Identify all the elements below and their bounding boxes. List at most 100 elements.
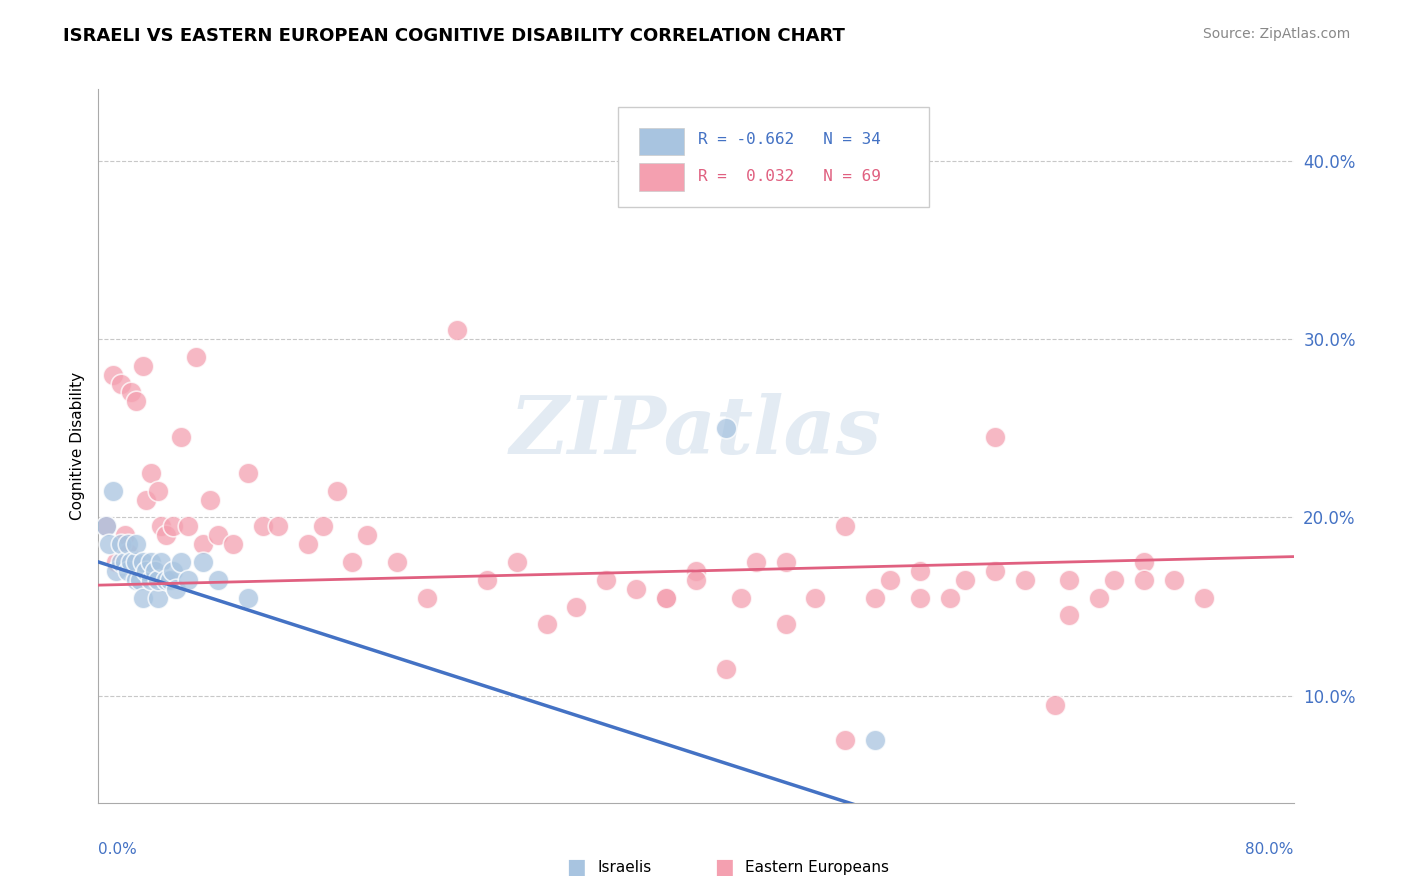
Point <box>326 483 349 498</box>
FancyBboxPatch shape <box>638 163 685 191</box>
Point <box>416 591 439 605</box>
Point <box>103 368 125 382</box>
Point <box>297 537 319 551</box>
Point <box>565 599 588 614</box>
Point <box>132 359 155 373</box>
Point <box>125 555 148 569</box>
Point <box>148 573 170 587</box>
Point <box>150 519 173 533</box>
Point <box>236 466 259 480</box>
Point <box>626 582 648 596</box>
Point <box>267 519 290 533</box>
Point <box>506 555 529 569</box>
Point <box>865 591 887 605</box>
Point <box>150 555 173 569</box>
Point <box>1059 608 1081 623</box>
Point <box>385 555 409 569</box>
Point <box>536 617 558 632</box>
FancyBboxPatch shape <box>619 107 929 207</box>
Point <box>775 617 797 632</box>
Point <box>879 573 901 587</box>
Text: R = -0.662   N = 34: R = -0.662 N = 34 <box>699 132 882 147</box>
Point <box>984 564 1007 578</box>
Point <box>1163 573 1185 587</box>
Point <box>132 591 155 605</box>
Point <box>207 528 229 542</box>
Point <box>191 555 214 569</box>
Point <box>191 537 214 551</box>
Point <box>129 573 152 587</box>
Point <box>356 528 378 542</box>
Point <box>105 555 128 569</box>
Point <box>865 733 887 747</box>
Point <box>114 555 136 569</box>
Text: ■: ■ <box>714 857 734 877</box>
Point <box>125 573 148 587</box>
Point <box>155 573 177 587</box>
Text: R =  0.032   N = 69: R = 0.032 N = 69 <box>699 169 882 184</box>
Point <box>110 555 132 569</box>
Point <box>159 573 181 587</box>
Point <box>165 582 187 596</box>
Point <box>252 519 274 533</box>
Point <box>114 528 136 542</box>
Point <box>177 573 200 587</box>
Point <box>148 483 170 498</box>
Point <box>110 376 132 391</box>
Point <box>97 537 120 551</box>
Point <box>1088 591 1111 605</box>
Point <box>148 591 170 605</box>
Point <box>132 555 155 569</box>
Point <box>117 546 139 560</box>
Point <box>177 519 200 533</box>
Text: Eastern Europeans: Eastern Europeans <box>745 860 889 874</box>
Point <box>446 323 468 337</box>
Point <box>1059 573 1081 587</box>
Point <box>804 591 827 605</box>
Text: ■: ■ <box>567 857 586 877</box>
Text: ISRAELI VS EASTERN EUROPEAN COGNITIVE DISABILITY CORRELATION CHART: ISRAELI VS EASTERN EUROPEAN COGNITIVE DI… <box>63 27 845 45</box>
Point <box>110 537 132 551</box>
Point <box>953 573 976 587</box>
Point <box>169 430 191 444</box>
Point <box>125 537 148 551</box>
Point <box>595 573 617 587</box>
Point <box>105 564 128 578</box>
Point <box>200 492 222 507</box>
Point <box>125 394 148 409</box>
Point <box>730 591 752 605</box>
Point <box>222 537 245 551</box>
Point <box>162 519 184 533</box>
Point <box>908 564 931 578</box>
Point <box>1014 573 1036 587</box>
Point <box>1043 698 1066 712</box>
Point <box>184 350 207 364</box>
Point <box>908 591 931 605</box>
Point <box>311 519 333 533</box>
Point <box>94 519 117 533</box>
FancyBboxPatch shape <box>638 128 685 155</box>
Point <box>236 591 259 605</box>
Text: Israelis: Israelis <box>598 860 652 874</box>
Point <box>135 492 157 507</box>
Point <box>207 573 229 587</box>
Point <box>117 537 139 551</box>
Point <box>475 573 498 587</box>
Point <box>139 573 162 587</box>
Point <box>939 591 962 605</box>
Point <box>1104 573 1126 587</box>
Point <box>775 555 797 569</box>
Text: 80.0%: 80.0% <box>1246 842 1294 857</box>
Point <box>685 573 707 587</box>
Point <box>143 564 166 578</box>
Point <box>103 483 125 498</box>
Point <box>139 555 162 569</box>
Point <box>94 519 117 533</box>
Point <box>120 555 142 569</box>
Point <box>1192 591 1215 605</box>
Point <box>342 555 364 569</box>
Point <box>162 564 184 578</box>
Text: Source: ZipAtlas.com: Source: ZipAtlas.com <box>1202 27 1350 41</box>
Point <box>714 421 737 435</box>
Point <box>139 466 162 480</box>
